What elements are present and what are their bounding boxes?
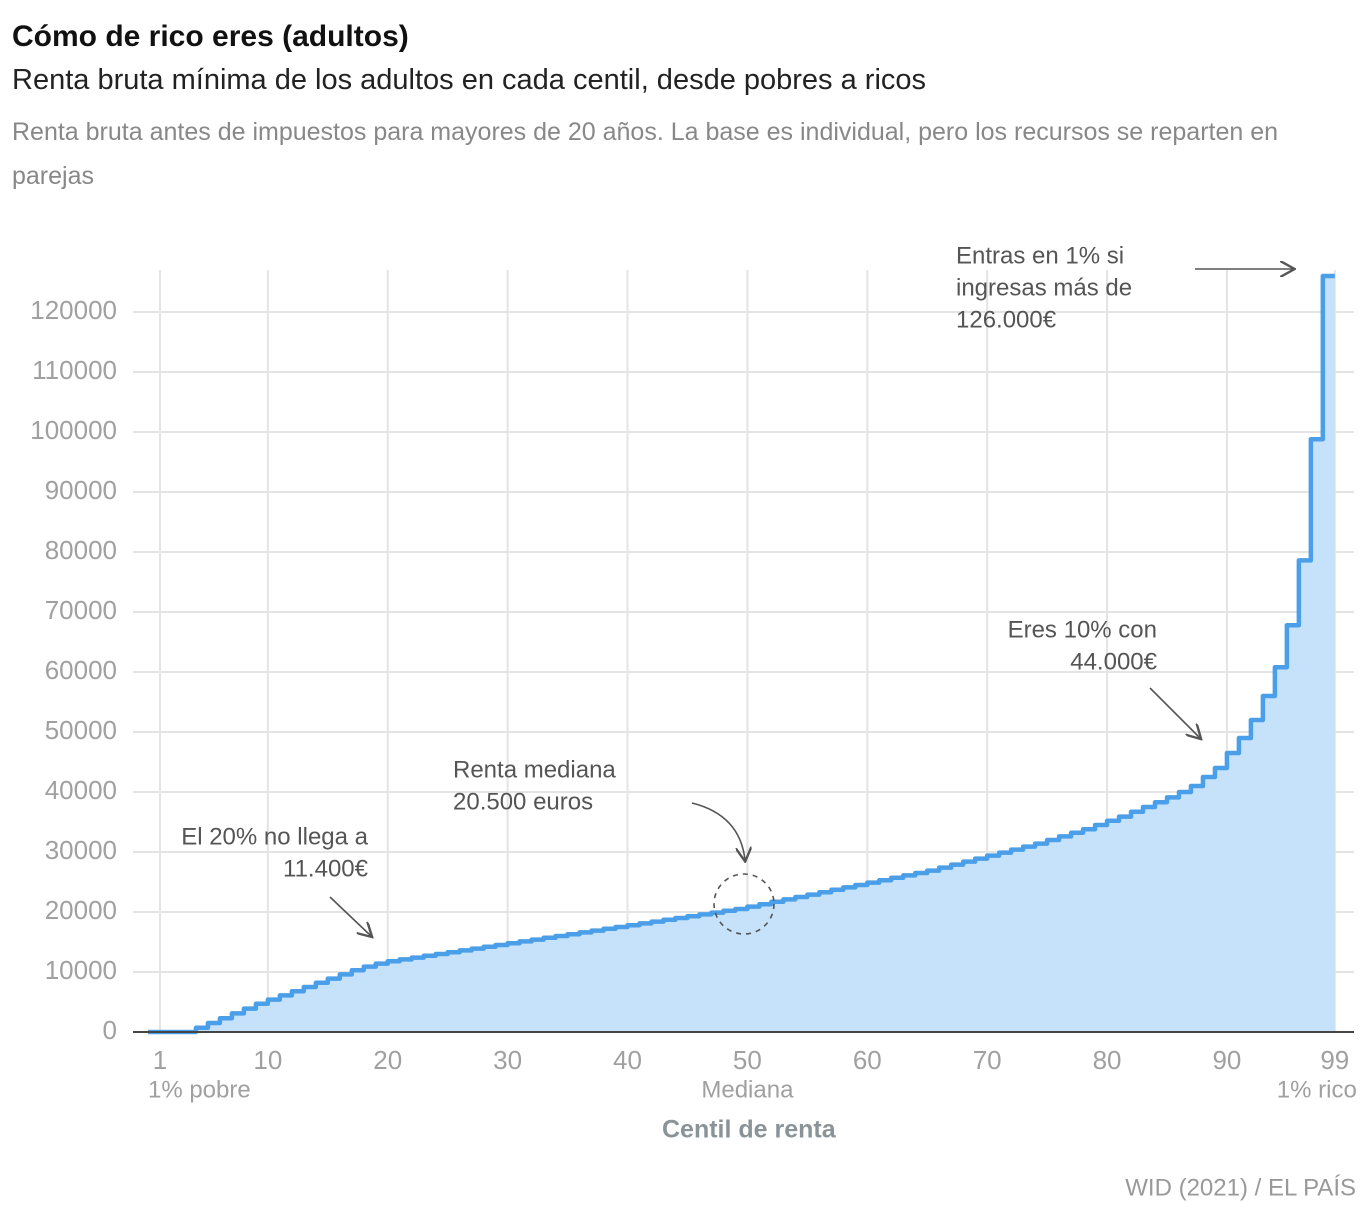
chart-subtitle: Renta bruta mínima de los adultos en cad… bbox=[12, 64, 927, 96]
arrow bbox=[1149, 687, 1200, 738]
x-tick-label: 60 bbox=[853, 1045, 882, 1075]
chart-description: Renta bruta antes de impuestos para mayo… bbox=[12, 118, 1279, 190]
y-tick-label: 120000 bbox=[30, 295, 117, 325]
y-tick-label: 30000 bbox=[45, 835, 117, 865]
annotation: Renta mediana bbox=[453, 756, 616, 783]
annotation: 126.000€ bbox=[956, 306, 1057, 333]
x-tick-label: 90 bbox=[1212, 1045, 1241, 1075]
x-tick-label: 50 bbox=[733, 1045, 762, 1075]
x-tick-label: 70 bbox=[973, 1045, 1002, 1075]
line bbox=[147, 273, 1335, 1035]
annotation: 44.000€ bbox=[1070, 648, 1157, 675]
x-tick-label: 10 bbox=[253, 1045, 282, 1075]
y-tick-label: 110000 bbox=[32, 355, 117, 385]
chart-title: Cómo de rico eres (adultos) bbox=[12, 20, 409, 53]
annotation: El 20% no llega a bbox=[181, 823, 368, 850]
y-tick-label: 70000 bbox=[45, 595, 117, 625]
annotation: Entras en 1% si bbox=[956, 242, 1124, 269]
source: WID (2021) / EL PAÍS bbox=[1125, 1174, 1356, 1201]
median-circle bbox=[713, 873, 775, 935]
x-tick-label: 99 bbox=[1320, 1045, 1349, 1075]
arrow bbox=[691, 802, 745, 860]
x-tick-label: 1 bbox=[153, 1045, 167, 1075]
arrow bbox=[329, 896, 371, 936]
annotation: ingresas más de bbox=[956, 274, 1132, 301]
area bbox=[147, 276, 1335, 1032]
y-tick-label: 80000 bbox=[45, 535, 117, 565]
x-tick-label: 30 bbox=[493, 1045, 522, 1075]
y-tick-label: 10000 bbox=[45, 955, 117, 985]
x-tick-label: 20 bbox=[373, 1045, 402, 1075]
annotation: Eres 10% con bbox=[1008, 616, 1157, 643]
x-sublabel: 1% pobre bbox=[148, 1076, 251, 1103]
x-tick-label: 80 bbox=[1093, 1045, 1122, 1075]
y-tick-label: 40000 bbox=[45, 775, 117, 805]
y-tick-label: 100000 bbox=[30, 415, 117, 445]
y-tick-label: 0 bbox=[103, 1015, 117, 1045]
y-tick-label: 60000 bbox=[45, 655, 117, 685]
annotation: 20.500 euros bbox=[453, 788, 593, 815]
y-tick-label: 20000 bbox=[45, 895, 117, 925]
x-sublabel: Mediana bbox=[701, 1076, 794, 1103]
y-tick-label: 90000 bbox=[45, 475, 117, 505]
y-tick-label: 50000 bbox=[45, 715, 117, 745]
x-tick-label: 40 bbox=[613, 1045, 642, 1075]
annotation: 11.400€ bbox=[283, 855, 369, 882]
x-axis-label: Centil de renta bbox=[662, 1116, 837, 1144]
x-sublabel: 1% rico bbox=[1277, 1076, 1357, 1103]
